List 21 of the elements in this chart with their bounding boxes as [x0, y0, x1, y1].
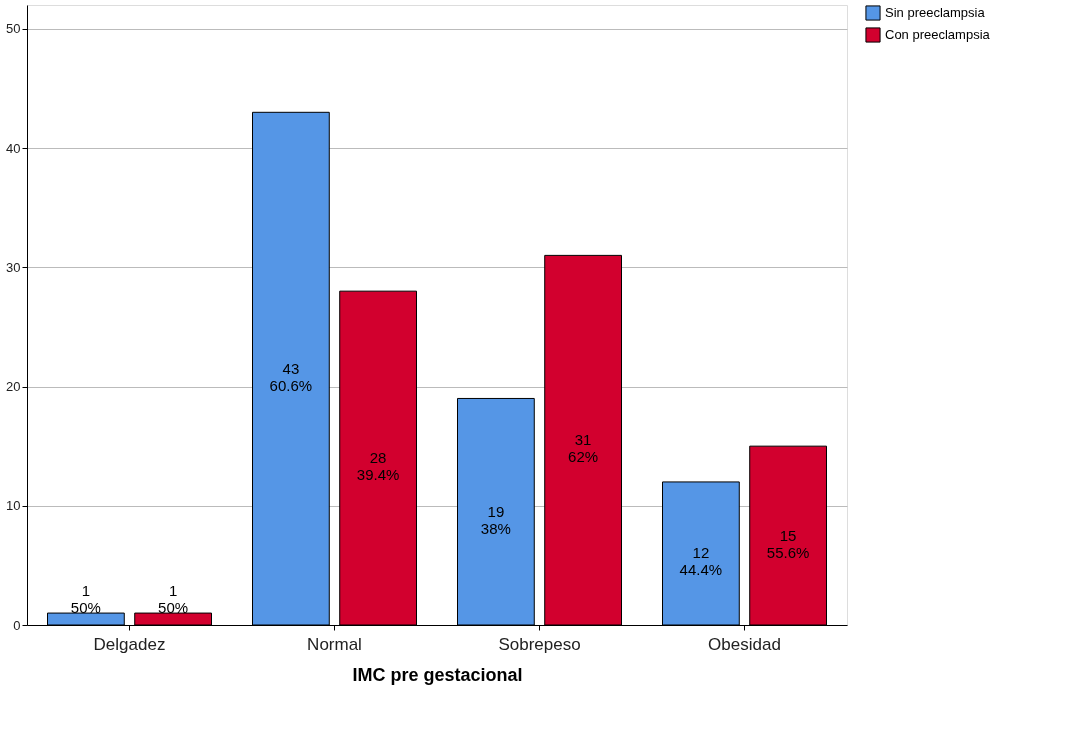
data-label: 19 38%	[480, 502, 511, 537]
data-label: 28 39.4%	[356, 449, 400, 484]
y-tick-label: 10	[6, 498, 21, 514]
y-tick-label: 40	[6, 140, 21, 156]
y-tick-label: 20	[6, 379, 21, 395]
y-tick-label: 30	[6, 259, 21, 275]
y-tick-label: 50	[6, 21, 21, 37]
data-label: 12 44.4%	[679, 544, 723, 579]
legend-label: Sin preeclampsia	[885, 5, 986, 20]
x-tick-label: Normal	[307, 634, 362, 654]
x-axis-title: IMC pre gestacional	[352, 664, 523, 685]
x-tick-label: Obesidad	[708, 634, 781, 654]
data-label: 1 50%	[70, 582, 101, 617]
y-tick-label: 0	[13, 617, 21, 633]
data-label: 1 50%	[158, 582, 189, 617]
data-label: 43 60.6%	[269, 359, 313, 394]
data-label: 31 62%	[568, 431, 599, 466]
x-tick-label: Sobrepeso	[498, 634, 581, 654]
x-tick-label: Delgadez	[93, 634, 166, 654]
data-label: 15 55.6%	[766, 526, 810, 561]
legend-label: Con preeclampsia	[885, 27, 991, 42]
